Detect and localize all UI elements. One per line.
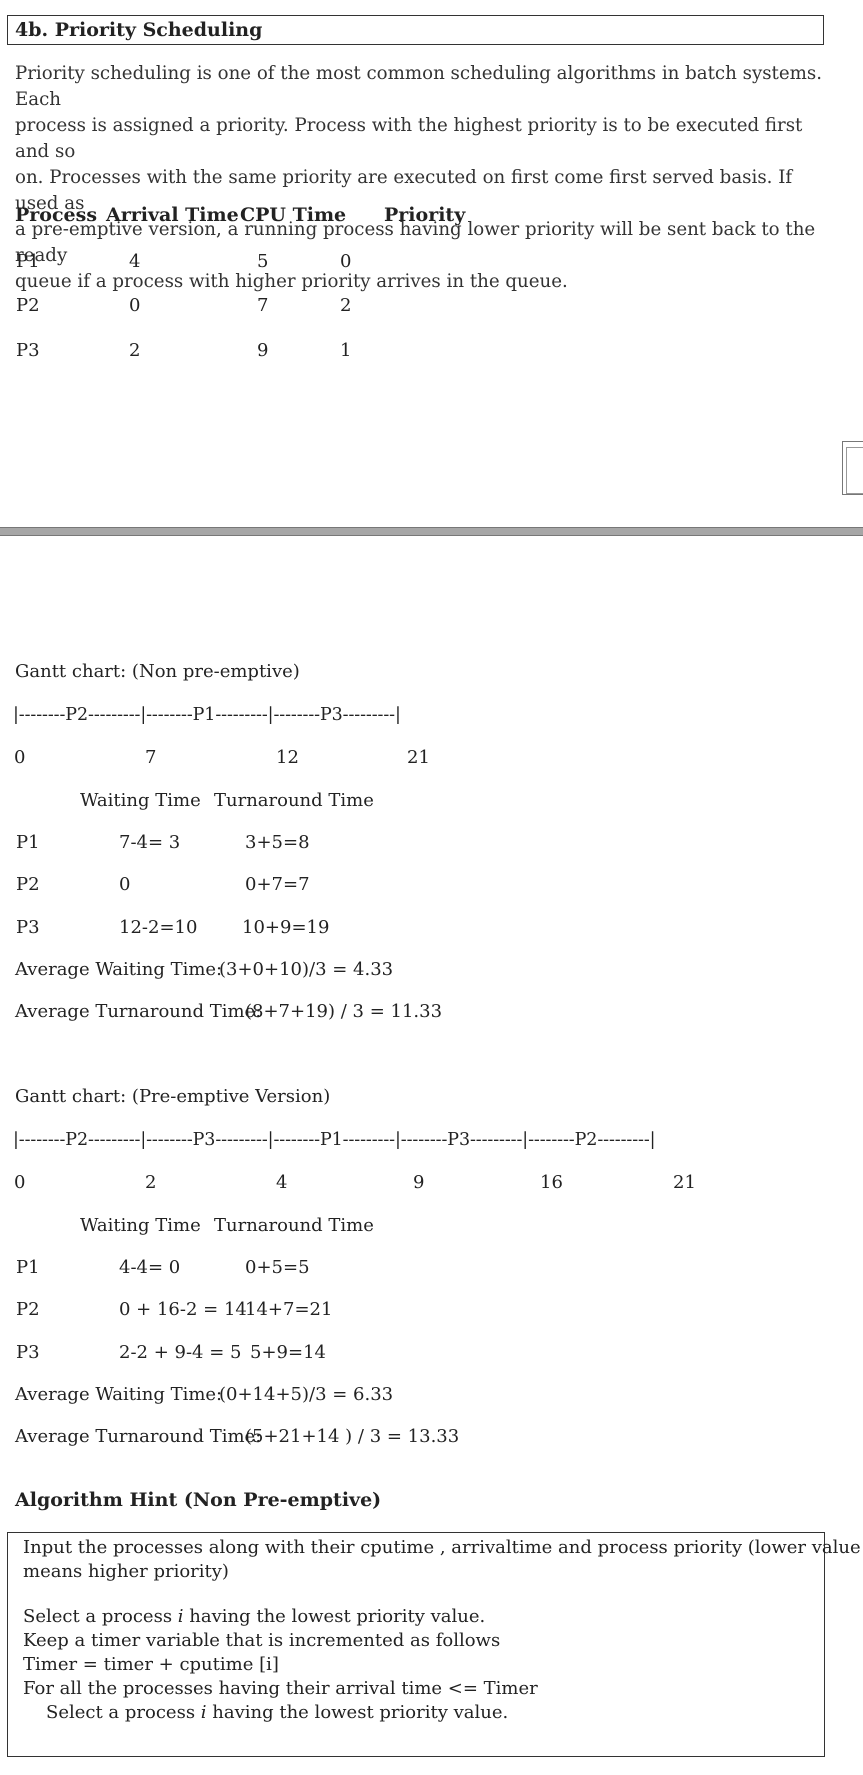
table-cell: 7 xyxy=(257,295,269,316)
table-cell: 2 xyxy=(129,340,141,361)
avg-turnaround-value: (8+7+19) / 3 = 11.33 xyxy=(245,1001,443,1022)
gantt-tick: 12 xyxy=(276,747,299,768)
gantt-tick: 21 xyxy=(407,747,430,768)
gantt-heading: Gantt chart: (Non pre-emptive) xyxy=(15,661,300,682)
result-cell: P1 xyxy=(16,1257,40,1278)
table-cell: 0 xyxy=(129,295,141,316)
result-cell: 14+7=21 xyxy=(245,1299,333,1320)
gantt-tick: 7 xyxy=(145,747,157,768)
avg-turnaround-label: Average Turnaround Time: xyxy=(15,1426,262,1447)
avg-waiting-label: Average Waiting Time: xyxy=(15,959,223,980)
hint-line: Input the processes along with their cpu… xyxy=(23,1537,861,1558)
col-header-turnaround: Turnaround Time xyxy=(214,790,374,811)
gantt-chart-line: |--------P2---------|--------P3---------… xyxy=(13,1130,656,1150)
intro-paragraph: Priority scheduling is one of the most c… xyxy=(15,61,825,295)
table-cell: 2 xyxy=(340,295,352,316)
table-cell: 0 xyxy=(340,251,352,272)
gantt-tick: 0 xyxy=(14,1172,26,1193)
result-cell: P1 xyxy=(16,832,40,853)
result-cell: 0+7=7 xyxy=(245,874,310,895)
result-cell: 5+9=14 xyxy=(250,1342,326,1363)
table-cell: 5 xyxy=(257,251,269,272)
avg-turnaround-label: Average Turnaround Time: xyxy=(15,1001,262,1022)
table-cell: 9 xyxy=(257,340,269,361)
avg-turnaround-value: (5+21+14 ) / 3 = 13.33 xyxy=(245,1426,460,1447)
table-cell: 4 xyxy=(129,251,141,272)
col-header-waiting: Waiting Time xyxy=(80,1215,201,1236)
header-cpu-time: CPU Time xyxy=(240,204,347,226)
gantt-tick: 21 xyxy=(673,1172,696,1193)
hint-line: Timer = timer + cputime [i] xyxy=(23,1654,279,1675)
avg-waiting-value: (0+14+5)/3 = 6.33 xyxy=(219,1384,394,1405)
table-cell: P3 xyxy=(16,340,40,361)
col-header-waiting: Waiting Time xyxy=(80,790,201,811)
header-process: Process xyxy=(15,204,98,226)
result-cell: 10+9=19 xyxy=(242,917,330,938)
intro-line: Priority scheduling is one of the most c… xyxy=(15,63,822,110)
gantt-tick: 16 xyxy=(540,1172,563,1193)
result-cell: 7-4= 3 xyxy=(119,832,181,853)
table-cell: P1 xyxy=(16,251,40,272)
result-cell: 3+5=8 xyxy=(245,832,310,853)
result-cell: P2 xyxy=(16,1299,40,1320)
intro-line: on. Processes with the same priority are… xyxy=(15,167,793,214)
page-divider xyxy=(0,527,863,536)
result-cell: 2-2 + 9-4 = 5 xyxy=(119,1342,242,1363)
table-cell: P2 xyxy=(16,295,40,316)
result-cell: P2 xyxy=(16,874,40,895)
result-cell: 0 xyxy=(119,874,131,895)
result-cell: 0+5=5 xyxy=(245,1257,310,1278)
gantt-tick: 2 xyxy=(145,1172,157,1193)
result-cell: 4-4= 0 xyxy=(119,1257,181,1278)
page-edge-marker xyxy=(846,447,863,494)
hint-heading: Algorithm Hint (Non Pre-emptive) xyxy=(15,1489,382,1511)
gantt-chart-line: |--------P2---------|--------P1---------… xyxy=(13,705,401,725)
hint-line: Select a process i having the lowest pri… xyxy=(46,1702,509,1723)
result-cell: 0 + 16-2 = 14 xyxy=(119,1299,247,1320)
hint-box: Input the processes along with their cpu… xyxy=(7,1532,861,1757)
result-cell: P3 xyxy=(16,917,40,938)
avg-waiting-label: Average Waiting Time: xyxy=(15,1384,223,1405)
result-cell: 12-2=10 xyxy=(119,917,198,938)
hint-line: means higher priority) xyxy=(23,1561,229,1582)
header-arrival-time: Arrival Time xyxy=(106,204,239,226)
gantt-tick: 4 xyxy=(276,1172,288,1193)
gantt-heading: Gantt chart: (Pre-emptive Version) xyxy=(15,1086,331,1107)
hint-line: For all the processes having their arriv… xyxy=(23,1678,538,1699)
page-edge-marker xyxy=(842,441,863,495)
avg-waiting-value: (3+0+10)/3 = 4.33 xyxy=(219,959,394,980)
intro-line: queue if a process with higher priority … xyxy=(15,271,568,292)
col-header-turnaround: Turnaround Time xyxy=(214,1215,374,1236)
intro-line: process is assigned a priority. Process … xyxy=(15,115,803,162)
gantt-tick: 9 xyxy=(413,1172,425,1193)
result-cell: P3 xyxy=(16,1342,40,1363)
table-cell: 1 xyxy=(340,340,352,361)
gantt-tick: 0 xyxy=(14,747,26,768)
intro-line: a pre-emptive version, a running process… xyxy=(15,219,816,266)
header-priority: Priority xyxy=(384,204,466,226)
hint-line: Select a process i having the lowest pri… xyxy=(23,1606,486,1627)
section-title: 4b. Priority Scheduling xyxy=(7,15,824,45)
hint-line: Keep a timer variable that is incremente… xyxy=(23,1630,501,1651)
